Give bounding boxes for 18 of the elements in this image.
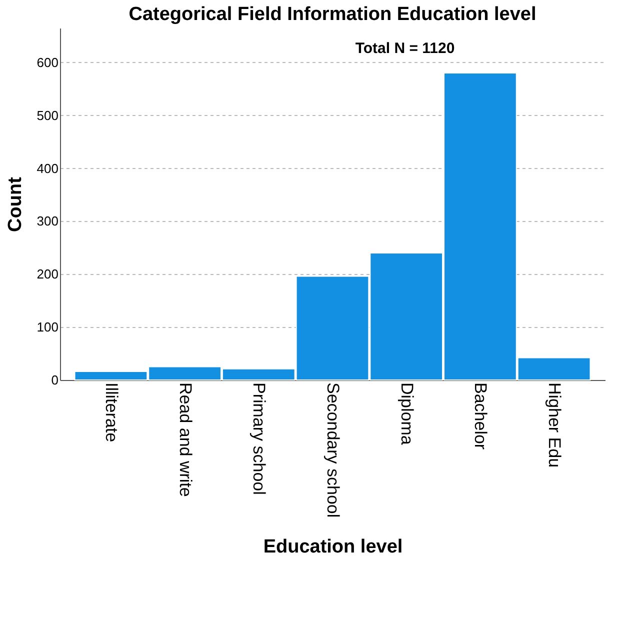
y-tick-label: 200: [36, 266, 58, 282]
y-tick-label: 100: [36, 320, 58, 335]
y-tick-label: 500: [36, 108, 58, 123]
y-tick-label: 400: [36, 160, 58, 176]
x-tick-label: Higher Edu: [545, 382, 564, 468]
x-axis-title: Education level: [263, 536, 403, 558]
y-tick-label: 0: [51, 372, 58, 388]
x-tick-label: Secondary school: [324, 382, 342, 518]
x-tick-label: Diploma: [397, 382, 416, 446]
y-axis-title: Count: [4, 176, 26, 232]
x-tick-label: Read and write: [176, 382, 195, 497]
y-tick-label: 600: [36, 54, 58, 70]
x-tick-label: Primary school: [250, 382, 269, 495]
x-tick-label: Illiterate: [102, 382, 121, 442]
y-tick-label: 300: [36, 214, 58, 229]
x-tick-label: Bachelor: [471, 382, 490, 450]
annotation: Total N = 1120: [355, 40, 455, 57]
chart-title: Categorical Field Information Education level: [128, 4, 536, 25]
